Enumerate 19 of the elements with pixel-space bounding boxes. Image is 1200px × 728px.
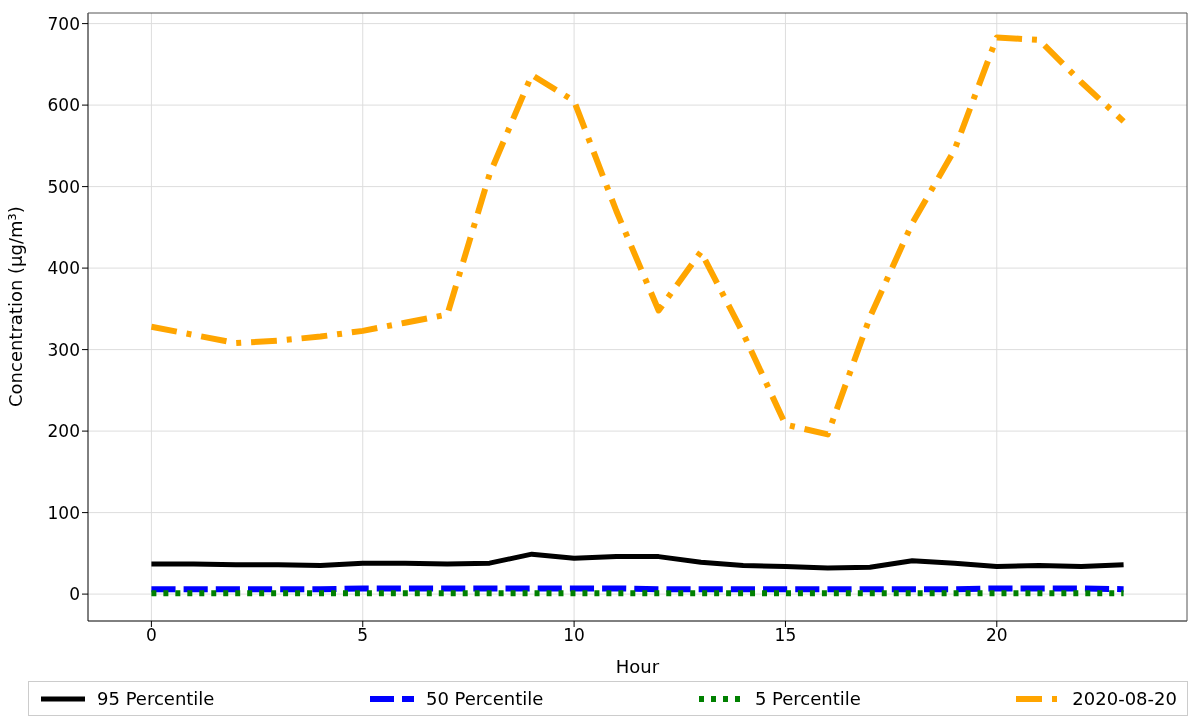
x-tick-label: 10: [563, 625, 585, 646]
legend-label: 50 Percentile: [425, 688, 544, 709]
y-tick-label: 500: [47, 176, 80, 197]
x-tick-label: 0: [145, 625, 157, 646]
y-tick-label: 600: [47, 95, 80, 116]
x-axis-title: Hour: [615, 656, 660, 677]
y-tick-label: 100: [47, 502, 80, 523]
y-axis-title: Concentration (μg/m³): [5, 206, 27, 407]
y-tick-label: 400: [47, 258, 80, 279]
legend-label: 95 Percentile: [97, 688, 215, 709]
legend-label: 2020-08-20: [1072, 688, 1177, 709]
x-tick-label: 20: [985, 625, 1008, 646]
x-tick-label: 5: [357, 625, 369, 646]
y-tick-label: 200: [47, 421, 80, 442]
x-tick-label: 15: [774, 625, 797, 646]
y-tick-label: 700: [47, 13, 80, 34]
y-tick-label: 0: [69, 584, 80, 605]
legend-label: 5 Percentile: [754, 688, 861, 709]
y-tick-label: 300: [47, 339, 80, 360]
